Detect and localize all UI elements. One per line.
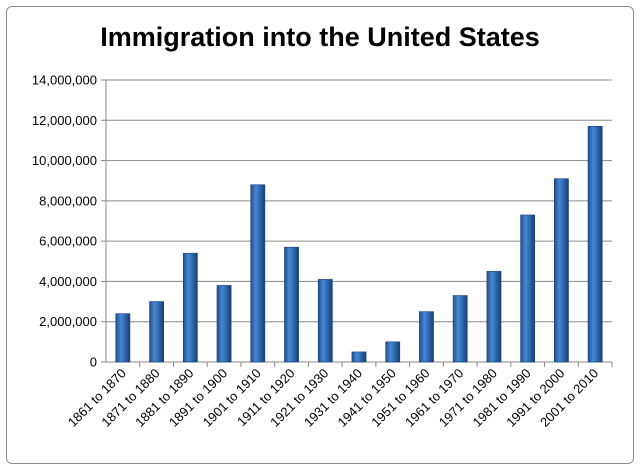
bar: [149, 301, 164, 363]
bar: [385, 341, 401, 363]
y-tick-label: 14,000,000: [32, 73, 97, 88]
bar: [419, 311, 434, 363]
bars: [115, 126, 603, 363]
y-tick-label: 12,000,000: [32, 113, 97, 128]
y-tick-label: 2,000,000: [39, 314, 97, 329]
bar: [182, 252, 198, 363]
y-tick-label: 0: [90, 355, 97, 370]
bar: [284, 246, 299, 363]
y-tick-label: 6,000,000: [39, 234, 97, 249]
bar: [587, 126, 603, 363]
y-tick-labels: 0 2,000,000 4,000,000 6,000,000 8,000,000 10,…: [32, 73, 97, 370]
y-tick-label: 10,000,000: [32, 153, 97, 168]
y-tick-label: 8,000,000: [39, 193, 97, 208]
gridlines: [106, 79, 612, 323]
bar: [554, 178, 569, 363]
y-tick-label: 4,000,000: [39, 274, 97, 289]
bar: [115, 313, 131, 363]
bar: [452, 295, 468, 363]
axes: [101, 79, 613, 367]
bar: [351, 351, 367, 363]
bar: [486, 271, 502, 363]
bar: [520, 214, 536, 363]
chart-title: Immigration into the United States: [100, 22, 540, 52]
bar: [250, 184, 266, 363]
bar: [216, 285, 232, 363]
bar: [317, 279, 333, 363]
